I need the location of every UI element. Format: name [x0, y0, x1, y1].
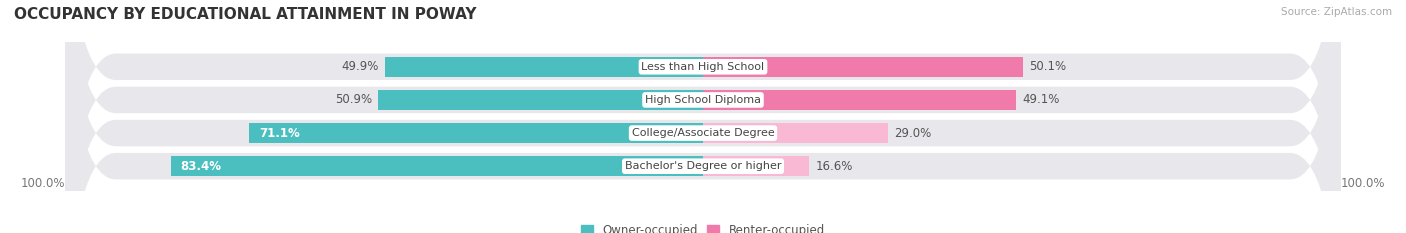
Text: 49.9%: 49.9%	[340, 60, 378, 73]
Text: College/Associate Degree: College/Associate Degree	[631, 128, 775, 138]
Text: Source: ZipAtlas.com: Source: ZipAtlas.com	[1281, 7, 1392, 17]
Text: High School Diploma: High School Diploma	[645, 95, 761, 105]
Text: OCCUPANCY BY EDUCATIONAL ATTAINMENT IN POWAY: OCCUPANCY BY EDUCATIONAL ATTAINMENT IN P…	[14, 7, 477, 22]
FancyBboxPatch shape	[65, 0, 1341, 233]
Bar	[703, 123, 889, 143]
Text: Bachelor's Degree or higher: Bachelor's Degree or higher	[624, 161, 782, 171]
Bar	[378, 90, 703, 110]
Text: 100.0%: 100.0%	[21, 177, 65, 190]
Bar	[703, 90, 1017, 110]
Text: 83.4%: 83.4%	[180, 160, 222, 173]
FancyBboxPatch shape	[65, 0, 1341, 233]
Text: 49.1%: 49.1%	[1022, 93, 1060, 106]
Text: 16.6%: 16.6%	[815, 160, 852, 173]
Text: 50.1%: 50.1%	[1029, 60, 1066, 73]
Bar	[172, 156, 703, 176]
Text: 29.0%: 29.0%	[894, 127, 932, 140]
Legend: Owner-occupied, Renter-occupied: Owner-occupied, Renter-occupied	[576, 219, 830, 233]
Bar	[703, 156, 808, 176]
Bar	[703, 57, 1022, 77]
Bar	[249, 123, 703, 143]
Text: 71.1%: 71.1%	[259, 127, 299, 140]
Text: 100.0%: 100.0%	[1341, 177, 1385, 190]
Bar	[385, 57, 703, 77]
Text: Less than High School: Less than High School	[641, 62, 765, 72]
Text: 50.9%: 50.9%	[335, 93, 373, 106]
FancyBboxPatch shape	[65, 0, 1341, 233]
FancyBboxPatch shape	[65, 0, 1341, 233]
